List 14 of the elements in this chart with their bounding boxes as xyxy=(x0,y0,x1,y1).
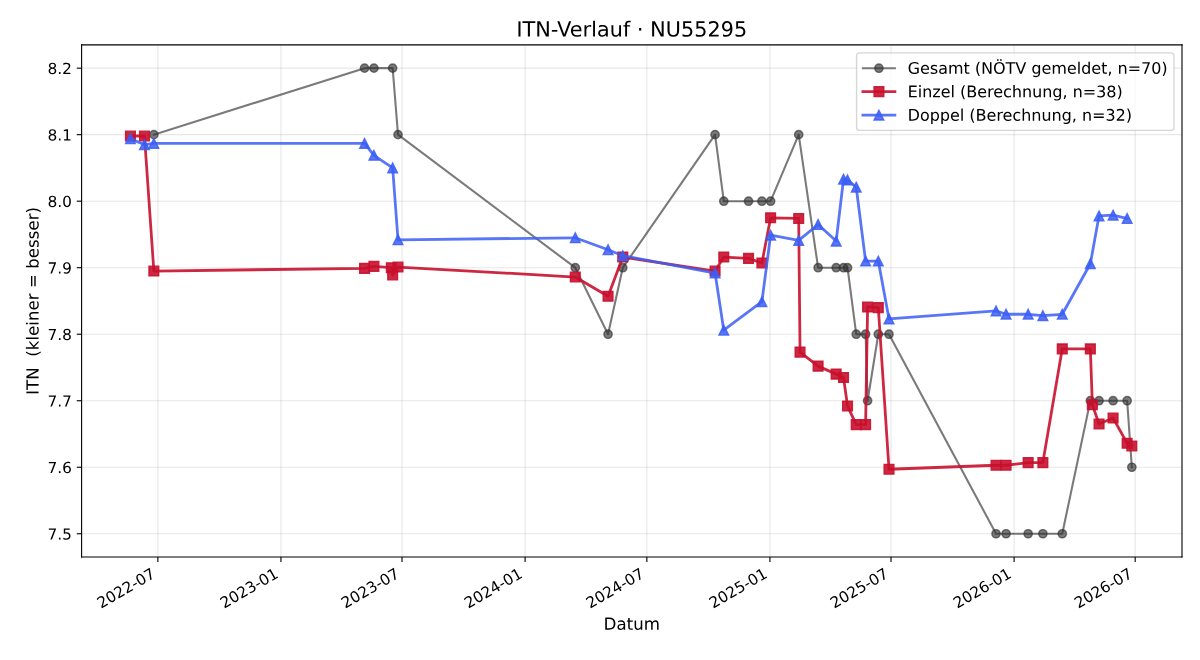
y-tick-label: 7.6 xyxy=(48,461,71,474)
x-axis-title: Datum xyxy=(605,617,659,630)
y-tick-label: 7.5 xyxy=(48,528,71,540)
legend-label: Gesamt (NÖTV gemeldet, n=70) xyxy=(908,59,1167,78)
y-tick-label: 7.7 xyxy=(48,395,71,407)
y-tick-label: 8.1 xyxy=(48,129,71,141)
y-axis-title: ITN (kleiner = besser) xyxy=(25,208,41,394)
y-tick-label: 8.2 xyxy=(48,62,71,75)
y-tick-label: 8.0 xyxy=(48,195,71,208)
legend-label: Einzel (Berechnung, n=38) xyxy=(909,85,1122,101)
y-tick-label: 7.8 xyxy=(48,328,71,341)
chart-title: ITN-Verlauf · NU55295 xyxy=(518,20,746,37)
legend-label: Doppel (Berechnung, n=32) xyxy=(909,108,1131,125)
y-tick-label: 7.9 xyxy=(48,262,71,274)
